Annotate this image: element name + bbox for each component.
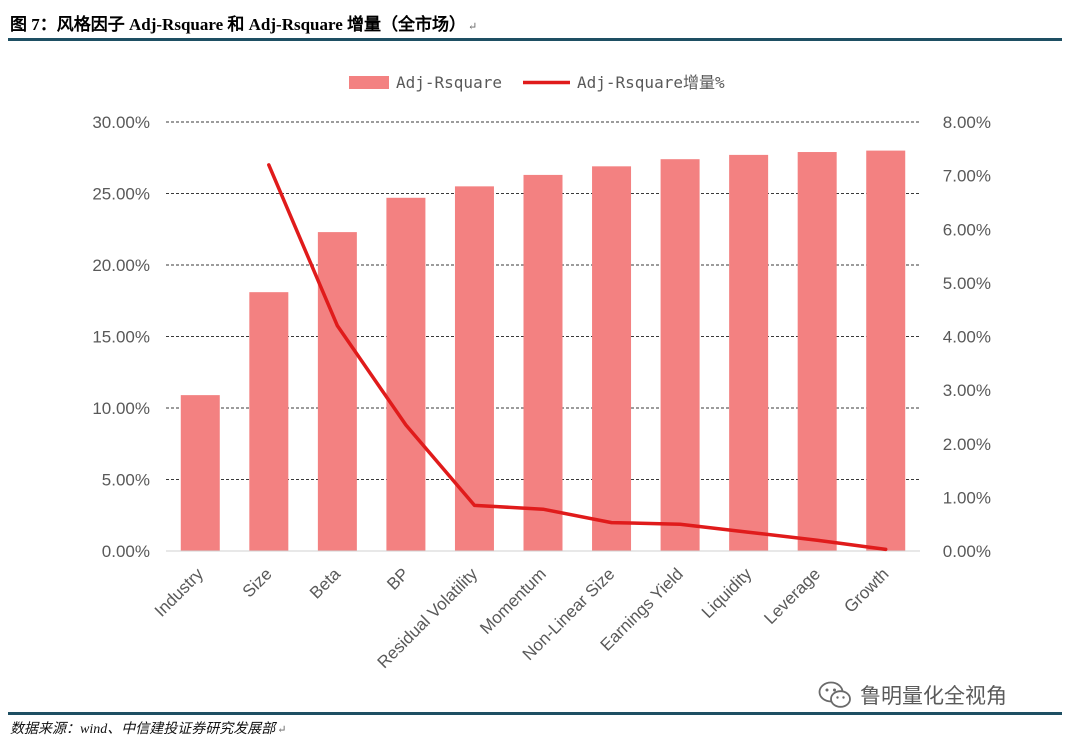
y-left-tick-label: 25.00%	[92, 185, 150, 204]
legend-bar-label: Adj-Rsquare	[396, 73, 502, 92]
y-right-tick-label: 2.00%	[943, 435, 991, 454]
legend-line-label: Adj-Rsquare增量%	[577, 73, 725, 92]
x-tick-label: Leverage	[760, 564, 824, 628]
y-left-tick-label: 20.00%	[92, 256, 150, 275]
x-tick-label: Liquidity	[698, 564, 756, 622]
bar	[592, 166, 632, 551]
series-line	[267, 163, 888, 552]
bar	[660, 159, 700, 551]
source-text: 数据来源：wind、中信建投证券研究发展部	[10, 722, 276, 737]
y-left-tick-label: 15.00%	[92, 328, 150, 347]
watermark-text: 鲁明量化全视角	[860, 684, 1007, 708]
x-tick-label: Industry	[151, 564, 208, 621]
top-divider	[8, 38, 1062, 41]
bar	[249, 292, 289, 551]
y-left-tick-label: 0.00%	[102, 542, 150, 561]
y-right-tick-label: 8.00%	[943, 113, 991, 132]
bar	[797, 152, 837, 551]
y-right-tick-label: 7.00%	[943, 167, 991, 186]
y-left-tick-label: 5.00%	[102, 471, 150, 490]
bottom-divider	[8, 712, 1062, 715]
y-right-tick-label: 3.00%	[943, 381, 991, 400]
legend-bar-swatch	[349, 76, 389, 89]
y-right-tick-label: 0.00%	[943, 542, 991, 561]
watermark: 鲁明量化全视角	[818, 680, 1007, 710]
x-tick-label: Growth	[840, 564, 892, 616]
bar	[454, 186, 494, 551]
x-tick-label: Beta	[306, 564, 345, 603]
bar	[523, 174, 563, 551]
x-tick-label: Size	[239, 564, 276, 601]
bar	[729, 154, 769, 551]
wechat-icon	[818, 681, 851, 708]
bar	[386, 197, 426, 552]
bar	[317, 232, 357, 552]
y-right-tick-label: 1.00%	[943, 488, 991, 507]
y-right-tick-label: 6.00%	[943, 220, 991, 239]
figure-title-text: 图 7：风格因子 Adj-Rsquare 和 Adj-Rsquare 增量（全市…	[10, 15, 467, 34]
source-return-mark: ↵	[277, 724, 287, 736]
x-tick-label: Momentum	[476, 564, 550, 638]
x-tick-label: BP	[383, 564, 412, 593]
y-right-tick-label: 5.00%	[943, 274, 991, 293]
return-mark: ↵	[468, 21, 478, 33]
bar	[180, 395, 220, 551]
y-left-tick-label: 10.00%	[92, 399, 150, 418]
y-left-tick-label: 30.00%	[92, 113, 150, 132]
source-note: 数据来源：wind、中信建投证券研究发展部 ↵	[10, 718, 286, 738]
y-right-tick-label: 4.00%	[943, 328, 991, 347]
figure-title: 图 7：风格因子 Adj-Rsquare 和 Adj-Rsquare 增量（全市…	[10, 10, 477, 35]
bar	[866, 150, 906, 551]
